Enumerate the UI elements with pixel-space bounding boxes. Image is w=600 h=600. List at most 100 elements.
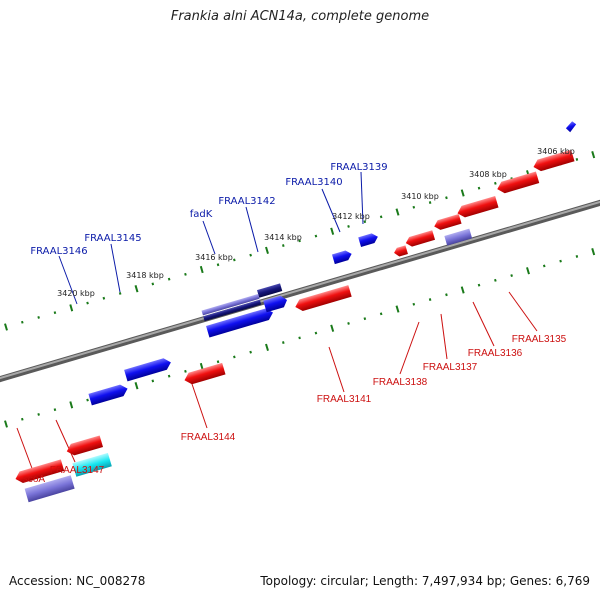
minor-tick bbox=[575, 158, 579, 161]
minor-tick bbox=[347, 322, 350, 325]
kbp-label: 3416 kbp bbox=[195, 253, 233, 262]
leader-line bbox=[16, 427, 34, 472]
gene-arrow-reverse bbox=[184, 362, 226, 385]
genome-backbone bbox=[0, 199, 600, 383]
gene-label-reverse: FRAAL3138 bbox=[373, 377, 428, 388]
leader-line bbox=[110, 243, 121, 293]
minor-tick bbox=[53, 311, 57, 315]
gene-label-reverse: FRAAL3135 bbox=[512, 334, 567, 345]
minor-tick bbox=[21, 320, 24, 324]
major-tick bbox=[526, 267, 530, 275]
gene-arrow-reverse bbox=[15, 459, 65, 484]
minor-tick bbox=[494, 181, 497, 185]
minor-tick bbox=[37, 316, 40, 319]
major-tick bbox=[4, 420, 8, 428]
leader-line bbox=[321, 188, 341, 233]
major-tick bbox=[460, 189, 465, 197]
leader-line bbox=[191, 383, 208, 429]
minor-tick bbox=[21, 417, 24, 421]
label-leader-lines bbox=[16, 171, 538, 472]
minor-tick bbox=[86, 301, 89, 305]
gene-label-forward: FRAAL3146 bbox=[30, 246, 87, 257]
minor-tick bbox=[151, 379, 155, 383]
gene-label-reverse: FRAAL3136 bbox=[468, 348, 523, 359]
kbp-labels: 3406 kbp 3408 kbp 3410 kbp 3412 kbp 3414… bbox=[57, 147, 575, 298]
kbp-label: 3410 kbp bbox=[401, 192, 439, 201]
kbp-label: 3412 kbp bbox=[332, 212, 370, 221]
operon-block-light bbox=[24, 475, 75, 503]
gene-label-reverse: FRAAL3137 bbox=[423, 362, 478, 373]
major-tick bbox=[330, 324, 335, 332]
minor-tick bbox=[477, 283, 481, 287]
leader-line bbox=[245, 206, 259, 253]
gene-label-reverse: FRAAL3147 bbox=[50, 465, 105, 476]
minor-tick bbox=[494, 278, 497, 282]
minor-tick bbox=[542, 264, 546, 268]
minor-tick bbox=[575, 255, 579, 258]
kbp-label: 3418 kbp bbox=[126, 271, 164, 280]
leader-line bbox=[360, 171, 364, 225]
leader-line bbox=[202, 220, 216, 255]
minor-tick bbox=[510, 274, 513, 277]
minor-tick bbox=[86, 398, 89, 402]
minor-tick bbox=[233, 355, 236, 359]
accession-text: Accession: NC_008278 bbox=[9, 574, 146, 588]
minor-tick bbox=[412, 205, 416, 209]
leader-line bbox=[440, 313, 448, 360]
major-tick bbox=[460, 286, 465, 294]
gene-label-reverse: FRAAL3144 bbox=[181, 432, 236, 443]
minor-tick bbox=[298, 239, 301, 243]
minor-tick bbox=[363, 220, 367, 224]
minor-tick bbox=[379, 312, 383, 316]
minor-tick bbox=[53, 408, 57, 412]
major-tick bbox=[134, 285, 139, 293]
gene-label-forward: FRAAL3140 bbox=[285, 177, 342, 188]
gene-arrow-reverse bbox=[66, 435, 104, 456]
major-tick bbox=[4, 323, 8, 331]
operon-block-light bbox=[201, 293, 260, 316]
gene-arrow-reverse bbox=[295, 285, 352, 312]
gene-arrow-reverse bbox=[405, 230, 436, 247]
minor-tick bbox=[151, 282, 155, 286]
reverse-gene-labels: FRAAL3135 FRAAL3136 FRAAL3137 FRAAL3138 … bbox=[23, 334, 567, 485]
minor-tick bbox=[167, 277, 171, 281]
minor-tick bbox=[249, 350, 252, 354]
leader-line bbox=[399, 321, 420, 375]
gene-label-forward: fadK bbox=[190, 209, 213, 220]
major-tick bbox=[591, 248, 596, 256]
minor-tick bbox=[233, 258, 236, 262]
minor-tick bbox=[363, 317, 367, 321]
minor-tick bbox=[282, 244, 285, 248]
operon-block-dark bbox=[203, 299, 262, 322]
minor-tick bbox=[216, 263, 220, 267]
minor-tick bbox=[428, 298, 432, 301]
gene-arrow-reverse bbox=[533, 149, 575, 172]
genome-summary-text: Topology: circular; Length: 7,497,934 bp… bbox=[260, 574, 590, 588]
leader-line bbox=[508, 291, 538, 332]
reverse-strand-genes bbox=[15, 149, 575, 503]
minor-tick bbox=[314, 234, 318, 238]
minor-tick bbox=[282, 341, 285, 345]
operon-block-dark bbox=[256, 283, 283, 298]
minor-tick bbox=[445, 196, 448, 200]
gene-label-reverse: scoA bbox=[23, 474, 46, 485]
kbp-label: 3420 kbp bbox=[57, 289, 95, 298]
minor-tick bbox=[184, 272, 187, 276]
minor-tick bbox=[102, 296, 106, 300]
kbp-label: 3406 kbp bbox=[537, 147, 575, 156]
minor-tick bbox=[428, 201, 432, 204]
operon-block-light bbox=[444, 228, 473, 246]
gene-arrow-forward bbox=[88, 384, 128, 406]
major-tick bbox=[395, 305, 400, 313]
gene-arrow-forward bbox=[331, 250, 352, 265]
gene-arrow-forward bbox=[565, 121, 577, 133]
kbp-label: 3414 kbp bbox=[264, 233, 302, 242]
minor-tick bbox=[347, 225, 350, 228]
gene-label-forward: FRAAL3139 bbox=[330, 162, 387, 173]
major-tick bbox=[199, 265, 204, 274]
leader-line bbox=[58, 255, 78, 305]
gene-arrow-reverse bbox=[457, 196, 499, 218]
gene-arrow-forward bbox=[206, 308, 273, 338]
minor-tick bbox=[249, 253, 252, 257]
